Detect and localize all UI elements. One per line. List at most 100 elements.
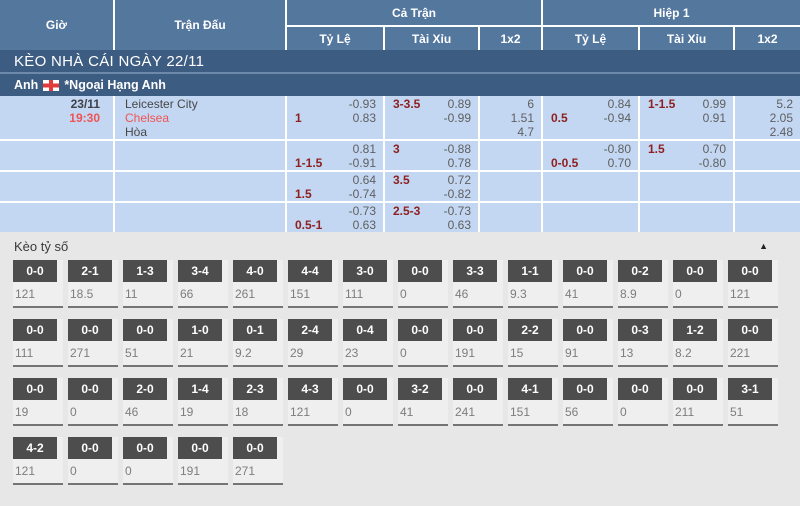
score-bet-cell[interactable]: 0-0 191 — [178, 437, 228, 485]
score-bet-cell[interactable]: 4-2 121 — [13, 437, 63, 485]
score-box[interactable]: 0-0 — [563, 378, 607, 400]
score-bet-cell[interactable]: 1-4 19 — [178, 378, 228, 426]
first-half-handicap-cell[interactable]: -0.80 0-0.5 0.70 — [543, 141, 638, 170]
first-half-1x2-cell[interactable]: 5.2 2.05 2.48 — [735, 96, 800, 139]
score-box[interactable]: 0-0 — [13, 260, 57, 282]
score-bet-cell[interactable]: 0-0 121 — [728, 260, 778, 308]
full-match-overunder-cell[interactable]: 2.5-3 -0.73 0.63 — [385, 203, 478, 232]
score-bet-cell[interactable]: 4-0 261 — [233, 260, 283, 308]
full-match-overunder-cell[interactable]: 3-3.5 0.89 -0.99 — [385, 96, 478, 139]
score-box[interactable]: 2-4 — [288, 319, 332, 341]
score-box[interactable]: 0-0 — [728, 260, 772, 282]
score-box[interactable]: 3-2 — [398, 378, 442, 400]
score-box[interactable]: 0-0 — [398, 319, 442, 341]
score-box[interactable]: 0-0 — [398, 260, 442, 282]
score-box[interactable]: 0-0 — [123, 437, 167, 459]
score-box[interactable]: 0-4 — [343, 319, 387, 341]
score-bet-cell[interactable]: 0-0 51 — [123, 319, 173, 367]
score-box[interactable]: 1-0 — [178, 319, 222, 341]
full-match-handicap-cell[interactable]: 0.64 1.5 -0.74 — [287, 172, 383, 201]
score-box[interactable]: 0-0 — [68, 437, 112, 459]
score-box[interactable]: 0-0 — [618, 378, 662, 400]
score-box[interactable]: 3-1 — [728, 378, 772, 400]
score-box[interactable]: 0-1 — [233, 319, 277, 341]
score-box[interactable]: 0-0 — [728, 319, 772, 341]
full-match-overunder-cell[interactable]: 3 -0.88 0.78 — [385, 141, 478, 170]
score-box[interactable]: 0-2 — [618, 260, 662, 282]
score-bet-cell[interactable]: 2-4 29 — [288, 319, 338, 367]
score-bet-cell[interactable]: 0-2 8.9 — [618, 260, 668, 308]
score-box[interactable]: 0-0 — [453, 378, 497, 400]
score-box[interactable]: 1-4 — [178, 378, 222, 400]
score-box[interactable]: 3-4 — [178, 260, 222, 282]
score-box[interactable]: 0-3 — [618, 319, 662, 341]
score-box[interactable]: 0-0 — [233, 437, 277, 459]
score-box[interactable]: 2-1 — [68, 260, 112, 282]
score-bet-cell[interactable]: 2-2 15 — [508, 319, 558, 367]
score-bet-cell[interactable]: 0-0 0 — [673, 260, 723, 308]
score-bet-cell[interactable]: 0-0 121 — [13, 260, 63, 308]
score-bet-cell[interactable]: 3-0 111 — [343, 260, 393, 308]
score-box[interactable]: 4-4 — [288, 260, 332, 282]
score-bet-cell[interactable]: 0-0 0 — [68, 378, 118, 426]
score-bet-cell[interactable]: 0-0 19 — [13, 378, 63, 426]
score-box[interactable]: 1-1 — [508, 260, 552, 282]
score-bet-cell[interactable]: 0-0 241 — [453, 378, 503, 426]
score-bet-cell[interactable]: 1-2 8.2 — [673, 319, 723, 367]
score-bet-cell[interactable]: 3-4 66 — [178, 260, 228, 308]
score-box[interactable]: 1-3 — [123, 260, 167, 282]
score-box[interactable]: 0-0 — [453, 319, 497, 341]
full-match-handicap-cell[interactable]: -0.93 1 0.83 — [287, 96, 383, 139]
score-box[interactable]: 0-0 — [178, 437, 222, 459]
first-half-overunder-cell[interactable]: 1.5 0.70 -0.80 — [640, 141, 733, 170]
score-bet-cell[interactable]: 1-0 21 — [178, 319, 228, 367]
score-bet-cell[interactable]: 0-4 23 — [343, 319, 393, 367]
score-box[interactable]: 0-0 — [123, 319, 167, 341]
score-bet-cell[interactable]: 0-0 56 — [563, 378, 613, 426]
full-match-overunder-cell[interactable]: 3.5 0.72 -0.82 — [385, 172, 478, 201]
score-box[interactable]: 4-2 — [13, 437, 57, 459]
score-box[interactable]: 0-0 — [673, 260, 717, 282]
score-bet-cell[interactable]: 0-3 13 — [618, 319, 668, 367]
score-bet-cell[interactable]: 2-1 18.5 — [68, 260, 118, 308]
score-bet-cell[interactable]: 0-0 211 — [673, 378, 723, 426]
score-box[interactable]: 0-0 — [13, 319, 57, 341]
score-box[interactable]: 2-2 — [508, 319, 552, 341]
score-bet-cell[interactable]: 2-3 18 — [233, 378, 283, 426]
score-bet-cell[interactable]: 3-3 46 — [453, 260, 503, 308]
score-bet-cell[interactable]: 4-1 151 — [508, 378, 558, 426]
score-bet-cell[interactable]: 0-0 111 — [13, 319, 63, 367]
score-bet-cell[interactable]: 0-0 0 — [123, 437, 173, 485]
score-bet-cell[interactable]: 0-0 0 — [618, 378, 668, 426]
score-box[interactable]: 3-0 — [343, 260, 387, 282]
score-box[interactable]: 3-3 — [453, 260, 497, 282]
score-bet-cell[interactable]: 4-4 151 — [288, 260, 338, 308]
score-bet-cell[interactable]: 0-0 0 — [343, 378, 393, 426]
score-box[interactable]: 2-3 — [233, 378, 277, 400]
score-bet-cell[interactable]: 0-1 9.2 — [233, 319, 283, 367]
score-bet-cell[interactable]: 0-0 271 — [68, 319, 118, 367]
score-box[interactable]: 0-0 — [563, 319, 607, 341]
full-match-handicap-cell[interactable]: 0.81 1-1.5 -0.91 — [287, 141, 383, 170]
league-bar[interactable]: Anh *Ngoại Hạng Anh — [0, 72, 800, 96]
score-bet-cell[interactable]: 0-0 41 — [563, 260, 613, 308]
full-match-1x2-cell[interactable]: 6 1.51 4.7 — [480, 96, 541, 139]
score-bet-cell[interactable]: 3-2 41 — [398, 378, 448, 426]
score-box[interactable]: 1-2 — [673, 319, 717, 341]
score-bet-cell[interactable]: 1-1 9.3 — [508, 260, 558, 308]
score-bet-cell[interactable]: 0-0 221 — [728, 319, 778, 367]
score-box[interactable]: 2-0 — [123, 378, 167, 400]
score-box[interactable]: 0-0 — [343, 378, 387, 400]
score-bet-cell[interactable]: 0-0 0 — [68, 437, 118, 485]
score-box[interactable]: 0-0 — [13, 378, 57, 400]
score-box[interactable]: 0-0 — [68, 378, 112, 400]
score-box[interactable]: 4-0 — [233, 260, 277, 282]
score-bet-cell[interactable]: 2-0 46 — [123, 378, 173, 426]
score-box[interactable]: 0-0 — [673, 378, 717, 400]
score-bet-cell[interactable]: 4-3 121 — [288, 378, 338, 426]
collapse-arrow-icon[interactable]: ▲ — [759, 241, 768, 251]
score-bet-cell[interactable]: 3-1 51 — [728, 378, 778, 426]
first-half-handicap-cell[interactable]: 0.84 0.5 -0.94 — [543, 96, 638, 139]
score-bet-cell[interactable]: 1-3 11 — [123, 260, 173, 308]
score-box[interactable]: 0-0 — [68, 319, 112, 341]
